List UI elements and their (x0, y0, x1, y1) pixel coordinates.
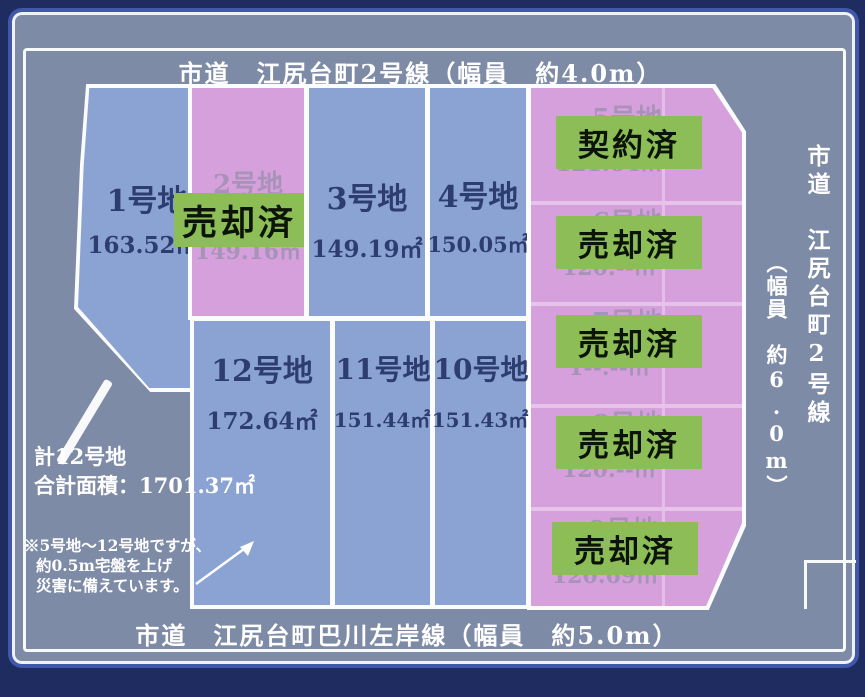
plot-2-status-badge: 売却済 (174, 193, 304, 247)
plot-divider (531, 302, 742, 306)
plot-10-name: 10号地 (433, 353, 529, 386)
note-line2: 約0.5m宅盤を上げ (36, 556, 173, 575)
site-plan-panel: 市道 江尻台町2号線（幅員 約4.0m） 市道 江尻台町巴川左岸線（幅員 約5.… (8, 8, 859, 668)
road-label-top: 市道 江尻台町2号線（幅員 約4.0m） (178, 59, 663, 88)
plot-3-area: 149.19㎡ (311, 236, 423, 263)
summary-line1: 計12号地 (34, 444, 127, 469)
plot-divider (531, 507, 742, 511)
note-line1: ※5号地～12号地ですが、 (24, 536, 212, 555)
note-line3: 災害に備えています。 (36, 576, 189, 595)
boundary-notch (804, 560, 807, 609)
plot-12-area: 172.64㎡ (206, 408, 318, 435)
plot-3 (309, 88, 425, 316)
plot-4-area: 150.05㎡ (427, 232, 529, 257)
plot-7-status-badge: 売却済 (556, 315, 702, 368)
plot-5-status-badge: 契約済 (556, 116, 702, 169)
road-label-right: 市道 江尻台町2号線 （幅員 約6.0m） (756, 144, 836, 574)
plot-10-area: 151.43㎡ (431, 408, 529, 432)
plot-11 (335, 321, 430, 605)
plot-4 (430, 88, 526, 316)
plot-12 (194, 321, 330, 605)
plot-divider (531, 404, 742, 408)
plot-9-status-badge: 売却済 (552, 522, 698, 575)
summary-line2: 合計面積：1701.37㎡ (34, 473, 255, 498)
plot-12-name: 12号地 (211, 354, 313, 389)
plot-4-name: 4号地 (437, 180, 519, 215)
road-right-line1: 市道 江尻台町2号線 (803, 144, 830, 428)
plot-divider (531, 201, 742, 205)
road-right-width: （幅員 約6.0m） (764, 252, 789, 498)
plot-1-name: 1号地 (106, 184, 188, 219)
plot-11-area: 151.44㎡ (333, 408, 431, 432)
plot-10 (435, 321, 526, 605)
boundary-notch (804, 560, 856, 563)
note-arrow-icon (195, 541, 254, 586)
ground-raise-note: ※5号地～12号地ですが、 約0.5m宅盤を上げ 災害に備えています。 (24, 536, 211, 596)
plot-8-status-badge: 売却済 (556, 416, 702, 469)
road-boundary-ring (23, 48, 846, 652)
plot-6-status-badge: 売却済 (556, 216, 702, 269)
plot-11-name: 11号地 (335, 353, 431, 386)
plot-3-name: 3号地 (326, 182, 408, 217)
road-label-bottom: 市道 江尻台町巴川左岸線（幅員 約5.0m） (135, 621, 679, 650)
summary-total: 計12号地 合計面積：1701.37㎡ (34, 442, 255, 500)
